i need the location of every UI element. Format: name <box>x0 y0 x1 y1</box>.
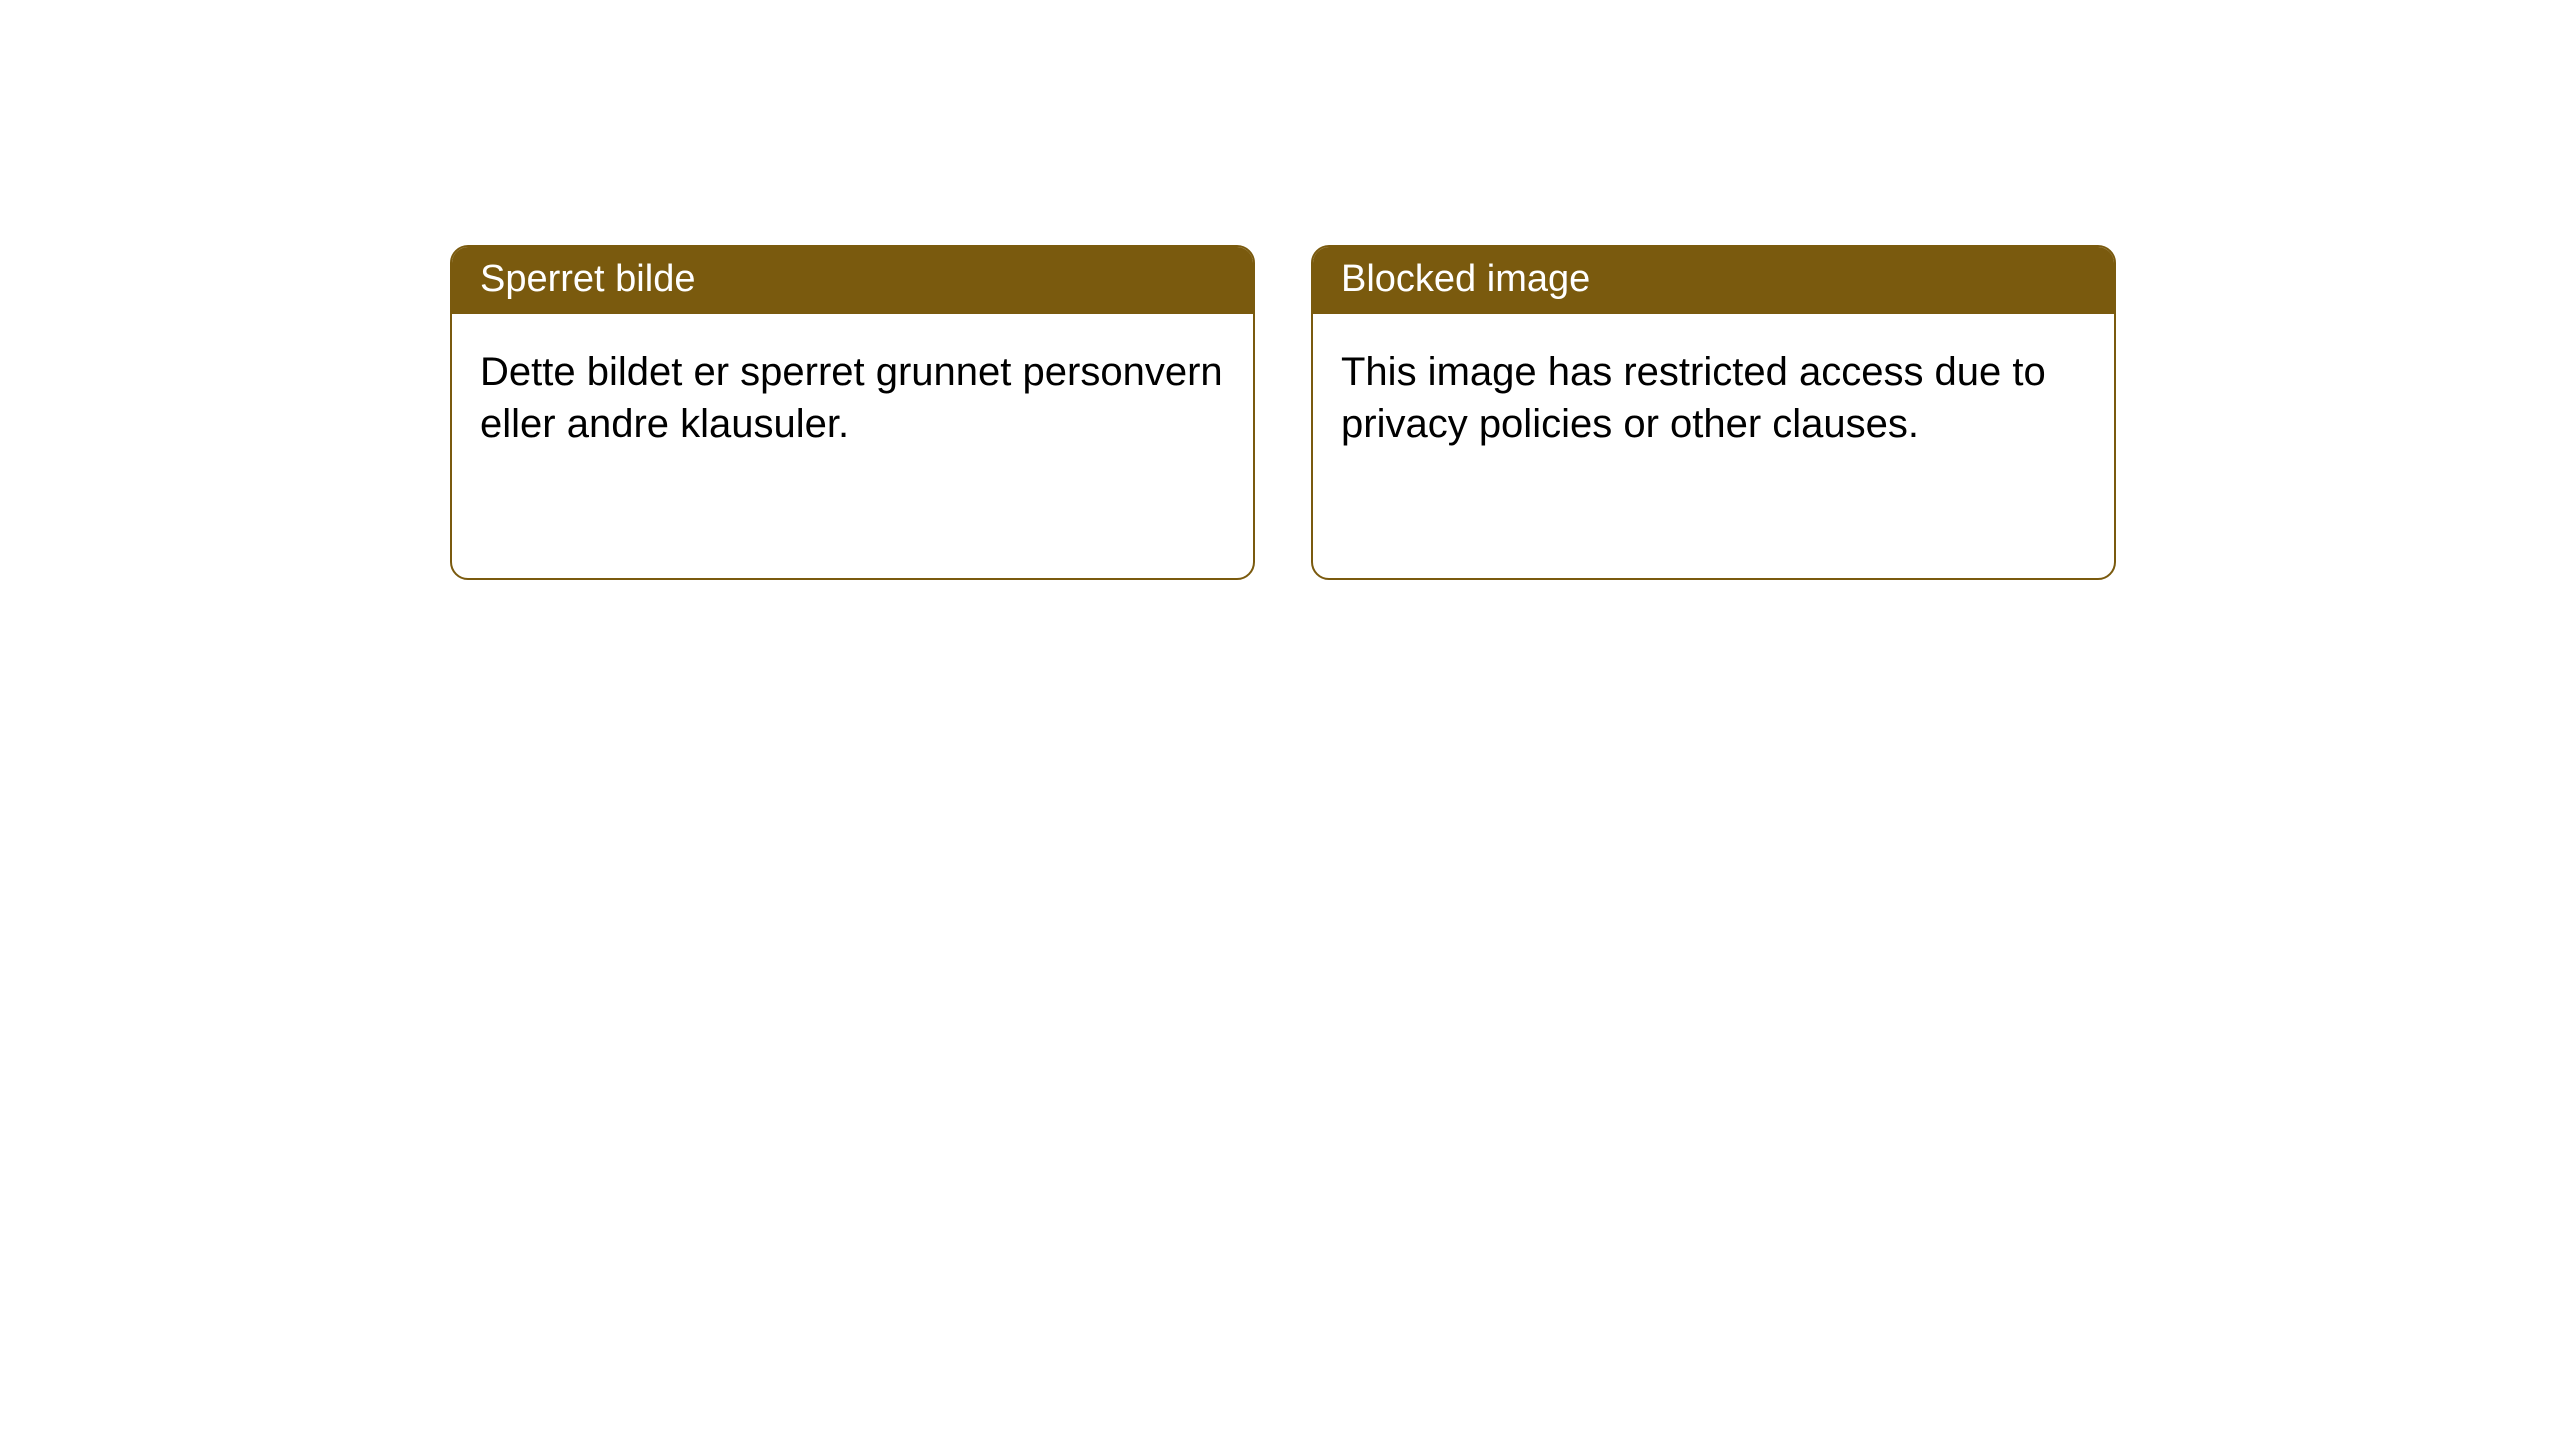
notice-card-english: Blocked image This image has restricted … <box>1311 245 2116 580</box>
notice-body-english: This image has restricted access due to … <box>1313 314 2114 482</box>
notice-card-norwegian: Sperret bilde Dette bildet er sperret gr… <box>450 245 1255 580</box>
notice-title-norwegian: Sperret bilde <box>452 247 1253 314</box>
notice-body-norwegian: Dette bildet er sperret grunnet personve… <box>452 314 1253 482</box>
notice-container: Sperret bilde Dette bildet er sperret gr… <box>0 0 2560 580</box>
notice-title-english: Blocked image <box>1313 247 2114 314</box>
